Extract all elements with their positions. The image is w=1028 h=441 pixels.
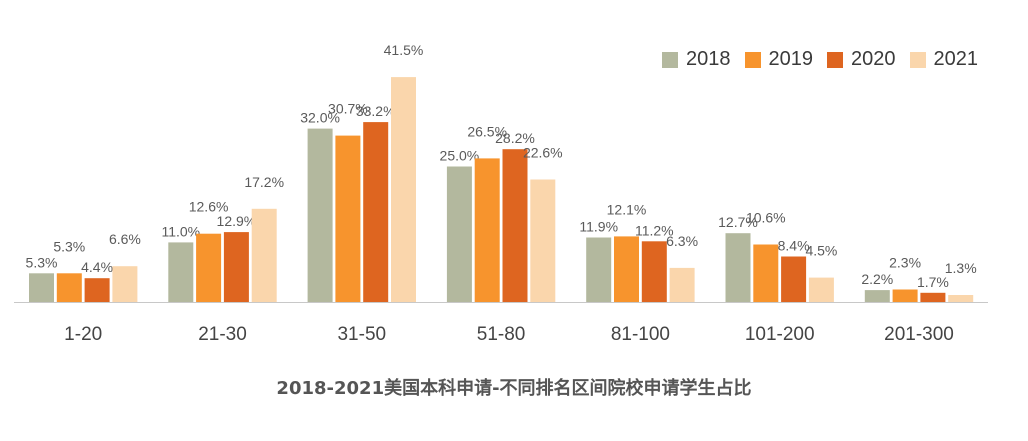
bar-2018-1-20 [29, 273, 54, 302]
x-tick-label-201-300: 201-300 [884, 324, 954, 345]
data-label-2019-31-50: 30.7% [328, 101, 368, 117]
legend-swatch-2019 [744, 51, 761, 68]
bar-2021-21-30 [251, 208, 277, 302]
data-label-2021-1-20: 6.6% [109, 231, 141, 247]
data-label-2021-51-80: 22.6% [523, 145, 563, 161]
bar-2021-1-20 [112, 266, 138, 302]
data-label-2020-31-50: 33.2% [356, 103, 396, 119]
bar-2021-201-300 [948, 295, 974, 302]
data-label-2021-31-50: 41.5% [384, 42, 424, 58]
legend-item-2020: 2020 [827, 48, 896, 71]
data-label-2018-1-20: 5.3% [26, 254, 58, 270]
legend-swatch-2018 [662, 51, 678, 68]
bar-2018-81-100 [586, 237, 612, 302]
bar-2020-1-20 [84, 278, 110, 302]
bar-2021-51-80 [530, 179, 556, 302]
bar-2021-81-100 [669, 267, 695, 302]
bar-2018-201-300 [864, 290, 890, 302]
legend-label-2019: 2019 [768, 48, 814, 70]
bar-2020-51-80 [502, 149, 528, 302]
data-label-2019-101-200: 10.6% [746, 210, 786, 226]
bar-2018-101-200 [725, 233, 751, 302]
bar-2019-201-300 [892, 289, 918, 302]
data-label-2021-81-100: 6.3% [666, 233, 698, 249]
chart-legend: 2018 2019 2020 2021 [662, 48, 992, 71]
data-label-2021-21-30: 17.2% [244, 174, 284, 190]
bar-2021-101-200 [808, 277, 834, 302]
bar-2019-101-200 [753, 244, 779, 302]
bar-2019-1-20 [56, 273, 82, 302]
data-label-2019-51-80: 26.5% [467, 123, 507, 139]
bar-2020-31-50 [363, 122, 389, 302]
legend-label-2020: 2020 [851, 48, 896, 70]
bar-2020-21-30 [223, 232, 249, 302]
bar-2019-21-30 [196, 233, 222, 302]
chart-title: 2018-2021美国本科申请-不同排名区间院校申请学生占比 [276, 378, 752, 399]
data-label-2018-81-100: 11.9% [579, 219, 618, 235]
legend-item-2021: 2021 [909, 48, 979, 71]
data-label-2020-81-100: 11.2% [635, 222, 674, 238]
data-label-2020-1-20: 4.4% [81, 259, 113, 275]
bar-2020-201-300 [920, 292, 946, 302]
bar-2019-31-50 [335, 135, 361, 302]
data-label-2018-101-200: 12.7% [718, 214, 758, 230]
x-tick-label-101-200: 101-200 [745, 324, 815, 345]
data-label-2018-201-300: 2.2% [861, 271, 893, 287]
bar-2018-31-50 [307, 128, 333, 302]
x-tick-label-1-20: 1-20 [64, 324, 102, 345]
legend-label-2021: 2021 [933, 48, 979, 70]
data-label-2021-101-200: 4.5% [805, 243, 837, 259]
x-tick-label-21-30: 21-30 [198, 324, 247, 345]
data-label-2019-21-30: 12.6% [189, 199, 229, 215]
legend-item-2018: 2018 [662, 48, 731, 71]
x-tick-label-31-50: 31-50 [337, 324, 386, 345]
data-label-2018-21-30: 11.0% [161, 223, 200, 239]
bar-2018-51-80 [446, 166, 472, 302]
data-label-2020-51-80: 28.2% [495, 130, 535, 146]
legend-label-2018: 2018 [686, 48, 731, 70]
data-label-2019-201-300: 2.3% [889, 255, 921, 271]
data-label-2020-21-30: 12.9% [217, 213, 257, 229]
bar-2018-21-30 [168, 242, 194, 302]
legend-swatch-2021 [909, 51, 926, 68]
legend-item-2019: 2019 [744, 48, 814, 71]
data-label-2021-201-300: 1.3% [945, 260, 977, 276]
bar-2020-81-100 [641, 241, 667, 302]
bar-2019-81-100 [614, 236, 639, 302]
data-label-2019-1-20: 5.3% [53, 238, 85, 254]
bar-2020-101-200 [781, 256, 807, 302]
legend-swatch-2020 [827, 51, 843, 68]
bar-2021-31-50 [391, 77, 416, 302]
bar-2019-51-80 [474, 158, 500, 302]
x-tick-label-51-80: 51-80 [477, 324, 526, 345]
data-label-2020-201-300: 1.7% [917, 274, 949, 290]
data-label-2020-101-200: 8.4% [778, 238, 810, 254]
x-tick-label-81-100: 81-100 [611, 324, 670, 345]
data-label-2018-51-80: 25.0% [440, 148, 480, 164]
data-label-2018-31-50: 32.0% [300, 110, 340, 126]
data-label-2019-81-100: 12.1% [607, 201, 647, 217]
